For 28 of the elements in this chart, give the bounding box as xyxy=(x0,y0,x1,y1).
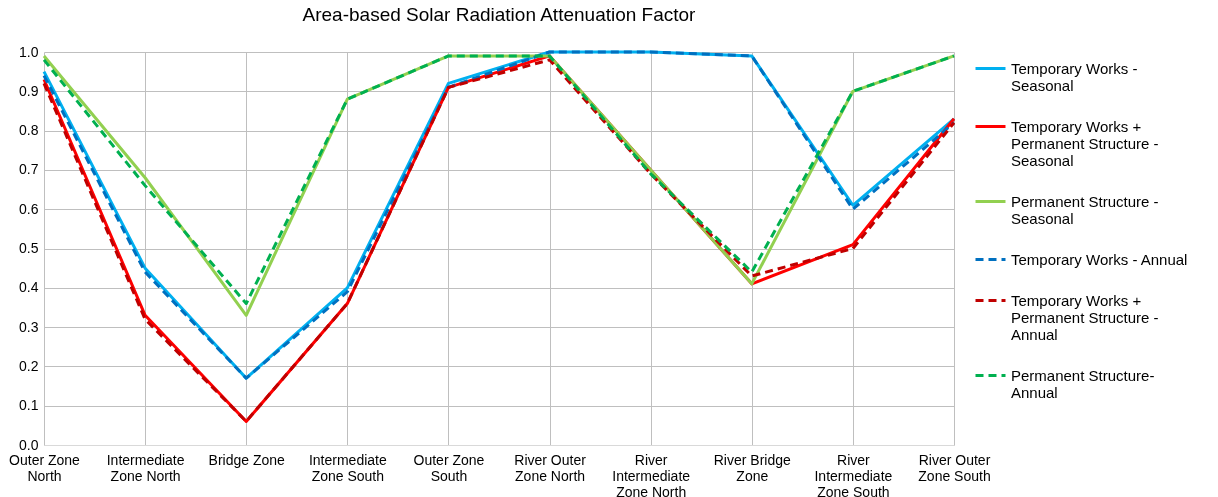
x-tick-label: River Outer Zone North xyxy=(514,451,587,484)
chart-title: Area-based Solar Radiation Attenuation Factor xyxy=(302,4,697,25)
legend-label: Permanent Structure - Seasonal xyxy=(1011,192,1159,227)
legend-label: Temporary Works - Annual xyxy=(1011,250,1188,268)
y-tick-label: 0.0 xyxy=(19,436,39,453)
legend-label: Permanent Structure- Annual xyxy=(1011,366,1155,401)
x-tick-label: Bridge Zone xyxy=(208,451,286,468)
legend-label: Temporary Works + Permanent Structure - Seasonal xyxy=(1011,117,1159,169)
x-tick-label: River Intermediate Zone North xyxy=(612,451,691,497)
y-tick-label: 0.2 xyxy=(19,357,39,374)
y-tick-label: 0.4 xyxy=(19,279,39,296)
legend-label: Temporary Works + Permanent Structure - Annual xyxy=(1011,291,1159,343)
y-tick-label: 0.9 xyxy=(19,82,39,99)
x-tick-label: Outer Zone North xyxy=(9,451,81,484)
y-tick-label: 1.0 xyxy=(19,43,39,60)
x-tick-label: Outer Zone South xyxy=(413,451,485,484)
x-tick-label: River Intermediate Zone South xyxy=(814,451,893,497)
y-tick-label: 0.8 xyxy=(19,122,39,139)
y-tick-label: 0.3 xyxy=(19,318,39,335)
legend-label: Temporary Works - Seasonal xyxy=(1011,59,1138,94)
x-tick-label: River Outer Zone South xyxy=(918,451,991,484)
y-tick-label: 0.5 xyxy=(19,240,39,256)
x-tick-label: Intermediate Zone South xyxy=(308,451,387,484)
x-tick-label: Intermediate Zone North xyxy=(106,451,185,484)
y-tick-label: 0.6 xyxy=(19,200,39,217)
x-tick-label: River Bridge Zone xyxy=(713,451,791,484)
y-tick-label: 0.1 xyxy=(19,397,39,414)
y-tick-label: 0.7 xyxy=(19,161,39,178)
